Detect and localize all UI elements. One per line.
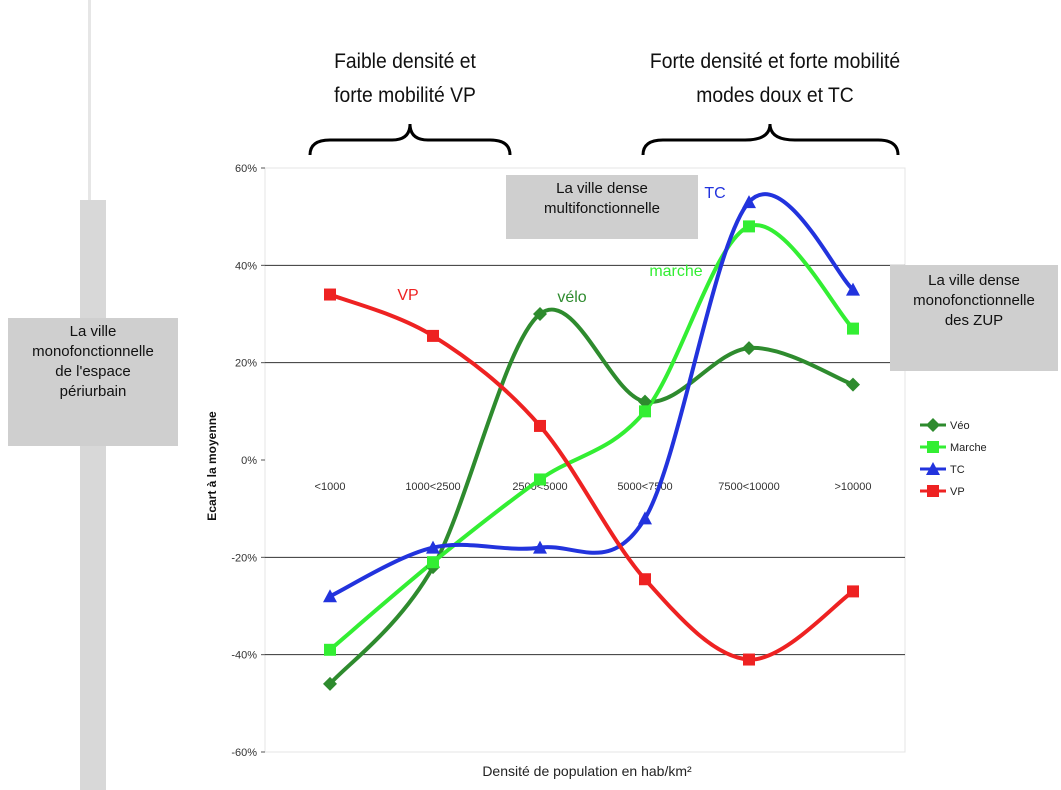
box-dense-multi-line1: La ville dense: [556, 180, 648, 197]
x-tick-label: 1000<2500: [405, 481, 460, 493]
x-tick-label: 7500<10000: [718, 481, 779, 493]
x-tick-labels: <1000 1000<2500 2500<5000 5000<7500 7500<100…: [315, 481, 872, 493]
data-point-véo: [742, 341, 756, 356]
box-ville-periurbain: La ville monofonctionnelle de l'espace p…: [8, 318, 178, 446]
data-point-véo: [533, 307, 547, 321]
gridlines: [261, 167, 906, 753]
data-point-vp: [847, 585, 859, 598]
y-tick-label: 20%: [235, 358, 257, 370]
y-tick-label: -20%: [231, 552, 257, 564]
data-point-tc: [742, 195, 756, 209]
heading-low-density: Faible densité et forte mobilité VP: [281, 45, 529, 113]
box-ville-dense-zup: La ville dense monofonctionnelle des ZUP: [890, 265, 1058, 371]
series-line-véo: [328, 307, 855, 686]
brace-right: [641, 123, 900, 156]
heading-high-density-line2: modes doux et TC: [696, 84, 854, 107]
legend-marker: [927, 441, 939, 453]
data-point-tc: [638, 511, 652, 525]
box-periurbain-line1: La ville: [69, 323, 117, 340]
series-line-tc: [328, 192, 855, 599]
box-periurbain-line3: de l'espace: [55, 363, 131, 380]
x-tick-label: <1000: [315, 481, 346, 493]
decorative-bar-thick: [80, 200, 106, 790]
heading-low-density-line2: forte mobilité VP: [334, 84, 476, 107]
box-periurbain-line4: périurbain: [59, 383, 127, 400]
data-point-marche: [743, 220, 755, 233]
legend: Véo Marche TC VP: [920, 418, 987, 498]
y-tick-label: -60%: [231, 747, 257, 759]
legend-marker: [926, 462, 940, 475]
data-point-marche: [534, 473, 546, 486]
series-lines: [328, 192, 855, 686]
box-periurbain-line2: monofonctionnelle: [32, 343, 154, 360]
box-zup-line3: des ZUP: [944, 312, 1004, 329]
legend-label: Marche: [950, 442, 987, 454]
legend-label: Véo: [950, 420, 970, 432]
plot-area-border: [264, 167, 906, 753]
legend-label: VP: [950, 486, 965, 498]
legend-marker: [926, 418, 940, 432]
data-point-marche: [427, 556, 439, 569]
data-point-tc: [846, 282, 860, 296]
y-tick-label: 40%: [235, 260, 257, 272]
series-label-vp: VP: [397, 287, 418, 304]
data-point-marche: [847, 322, 859, 335]
data-point-tc: [426, 540, 440, 554]
series-label-marche: marche: [649, 263, 702, 280]
series-label-velo: vélo: [557, 289, 586, 306]
brace-left: [308, 123, 512, 156]
data-point-véo: [846, 377, 860, 392]
data-point-marche: [639, 405, 651, 418]
legend-label: TC: [950, 464, 965, 476]
box-ville-dense-multifonctionnelle: La ville dense multifonctionnelle: [506, 175, 698, 239]
series-label-tc: TC: [704, 185, 725, 202]
box-zup-line2: monofonctionnelle: [913, 292, 1035, 309]
y-tick-label: 60%: [235, 163, 257, 175]
data-point-marche: [324, 643, 336, 656]
data-point-vp: [324, 288, 336, 301]
box-zup-line1: La ville dense: [928, 272, 1020, 289]
data-point-vp: [743, 653, 755, 666]
data-point-vp: [639, 573, 651, 586]
heading-low-density-line1: Faible densité et: [334, 50, 476, 73]
y-axis-label: Ecart à la moyenne: [205, 411, 219, 521]
box-dense-multi-line2: multifonctionnelle: [544, 200, 660, 217]
data-point-vp: [427, 329, 439, 342]
data-point-tc: [323, 589, 337, 603]
data-point-tc: [533, 540, 547, 554]
series-markers: [323, 195, 860, 691]
y-tick-label: 0%: [241, 455, 257, 467]
data-point-véo: [638, 394, 652, 409]
heading-high-density: Forte densité et forte mobilité modes do…: [596, 45, 955, 113]
y-tick-label: -40%: [231, 650, 257, 662]
series-labels: vélo marche TC VP: [397, 185, 725, 306]
legend-marker: [927, 485, 939, 497]
y-tick-labels: -60% -40% -20% 0% 20% 40% 60%: [231, 163, 257, 759]
data-point-véo: [323, 676, 337, 691]
data-point-vp: [534, 419, 546, 432]
decorative-bar-thin: [88, 0, 91, 200]
x-tick-label: >10000: [834, 481, 871, 493]
x-axis-label: Densité de population en hab/km²: [482, 763, 692, 779]
heading-high-density-line1: Forte densité et forte mobilité: [649, 50, 901, 73]
x-tick-label: 5000<7500: [617, 481, 672, 493]
